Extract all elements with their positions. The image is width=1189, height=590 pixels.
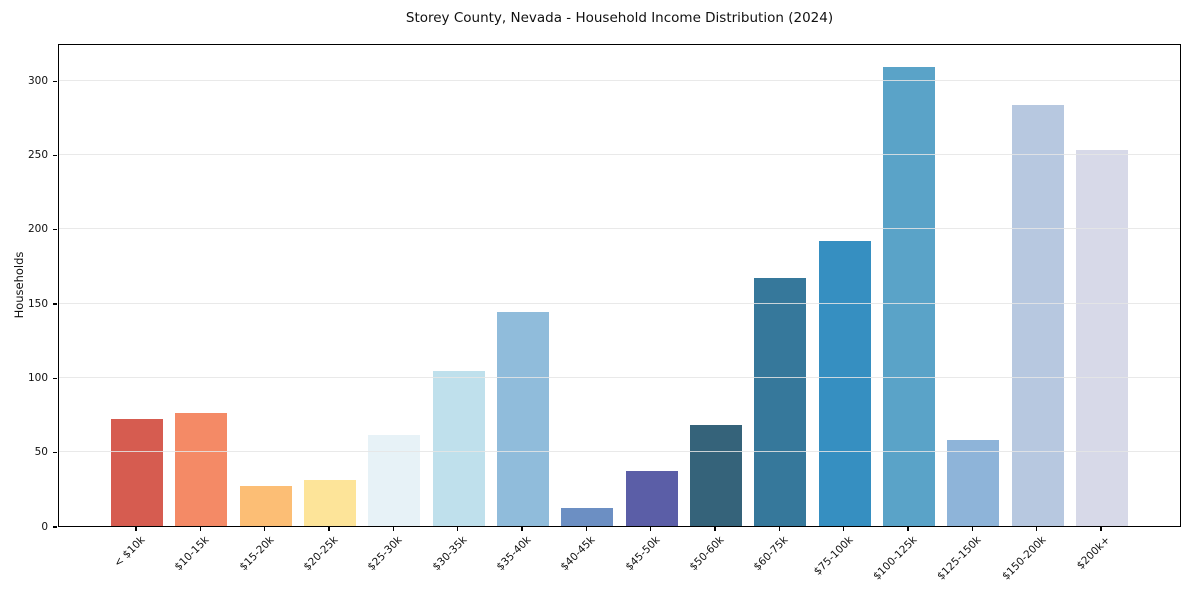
x-tickmark — [714, 527, 716, 531]
chart-title: Storey County, Nevada - Household Income… — [405, 10, 834, 26]
x-tickmark — [1100, 527, 1102, 531]
x-tickmark — [907, 527, 909, 531]
y-tickmark — [53, 303, 57, 305]
gridline-300 — [59, 79, 1180, 81]
bar — [175, 413, 228, 526]
x-tickmark — [650, 527, 652, 531]
y-tickmark — [53, 526, 57, 528]
bar — [432, 371, 485, 526]
x-tickmark — [457, 527, 459, 531]
y-tick-label: 50 — [34, 446, 48, 459]
gridline-100 — [59, 376, 1180, 378]
x-tickmark — [135, 527, 137, 531]
bar — [1075, 150, 1128, 526]
bar — [947, 439, 1000, 526]
x-tick-label: < $10k — [111, 534, 148, 570]
bar — [111, 419, 163, 526]
gridline-200 — [59, 228, 1180, 230]
y-tickmark — [53, 80, 57, 82]
x-tickmark — [328, 527, 330, 531]
bar — [625, 471, 678, 526]
bar — [754, 277, 807, 526]
y-tickmark — [53, 452, 57, 454]
y-tick-label: 150 — [27, 297, 48, 310]
y-tickmark — [53, 229, 57, 231]
y-tickmark — [53, 154, 57, 157]
bar — [303, 479, 356, 526]
y-tick-label: 300 — [27, 74, 48, 87]
bar — [1011, 105, 1064, 526]
x-tickmark — [264, 527, 266, 531]
bar — [368, 435, 421, 526]
x-tickmark — [199, 527, 201, 531]
x-tickmark — [778, 527, 780, 531]
y-tick-label: 250 — [27, 148, 48, 161]
gridline-150 — [59, 302, 1180, 304]
bar — [239, 485, 292, 526]
plot-area — [58, 44, 1181, 527]
y-tick-label: 100 — [27, 371, 48, 384]
gridline-50 — [59, 451, 1180, 453]
x-tickmark — [585, 527, 587, 531]
x-tickmark — [843, 527, 845, 531]
y-tickmark — [53, 377, 57, 379]
x-tickmark — [1036, 527, 1038, 531]
bar — [882, 66, 935, 526]
gridline-250 — [59, 153, 1180, 155]
y-tick-label: 0 — [41, 520, 48, 533]
bar — [496, 312, 549, 526]
bar — [818, 240, 871, 526]
bar — [561, 508, 614, 526]
x-tickmark — [392, 527, 394, 531]
bar — [689, 424, 742, 526]
y-tick-label: 200 — [27, 223, 48, 236]
x-tickmark — [971, 527, 973, 531]
x-tickmark — [521, 527, 523, 531]
